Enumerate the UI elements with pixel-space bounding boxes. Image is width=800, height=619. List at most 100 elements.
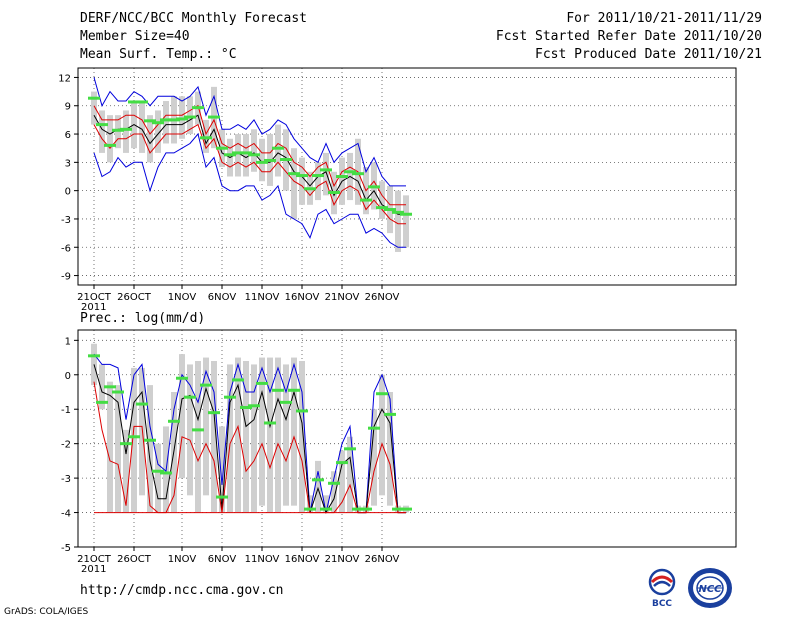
prec-ytick-label: 1 bbox=[65, 336, 71, 347]
temp-xtick-label: 11NOV bbox=[245, 292, 280, 303]
prec-ytick-label: -5 bbox=[61, 543, 71, 554]
prec-spread-box bbox=[379, 374, 385, 496]
prec-spread-box bbox=[139, 367, 145, 496]
temp-xtick-label: 21OCT bbox=[77, 292, 112, 303]
prec-spread-box bbox=[179, 354, 185, 479]
temp-observed-marker bbox=[120, 127, 132, 131]
prec-observed-marker bbox=[208, 411, 220, 415]
temp-observed-marker bbox=[336, 175, 348, 178]
temp-ytick-label: 9 bbox=[65, 102, 71, 113]
temp-observed-marker bbox=[224, 153, 236, 157]
prec-observed-marker bbox=[96, 400, 108, 404]
temp-observed-marker bbox=[208, 115, 220, 119]
prec-observed-marker bbox=[128, 435, 140, 439]
temp-spread-box bbox=[379, 181, 385, 219]
temp-observed-marker bbox=[312, 174, 324, 178]
temp-spread-box bbox=[259, 138, 265, 182]
temp-spread-box bbox=[139, 101, 145, 153]
temp-xtick-label: 26OCT bbox=[117, 292, 152, 303]
prec-observed-marker bbox=[104, 385, 116, 389]
prec-observed-marker bbox=[384, 412, 396, 416]
temp-ytick-label: -9 bbox=[61, 272, 71, 283]
temp-spread-box bbox=[147, 115, 153, 163]
prec-spread-box bbox=[299, 361, 305, 513]
prec-spread-box bbox=[283, 364, 289, 506]
temp-observed-marker bbox=[320, 168, 332, 172]
prec-observed-marker bbox=[312, 478, 324, 482]
ncc-logo: NCC bbox=[688, 568, 732, 608]
prec-spread-box bbox=[251, 364, 257, 513]
temp-xtick-label: 26NOV bbox=[365, 292, 400, 303]
prec-observed-marker bbox=[360, 507, 372, 511]
source-url[interactable]: http://cmdp.ncc.cma.gov.cn bbox=[80, 583, 284, 598]
prec-observed-marker bbox=[224, 395, 236, 399]
prec-observed-marker bbox=[376, 392, 388, 396]
bcc-logo: BCC bbox=[648, 568, 676, 608]
temp-spread-box bbox=[235, 134, 241, 177]
temp-observed-marker bbox=[176, 117, 188, 121]
temp-observed-marker bbox=[384, 208, 396, 212]
prec-spread-box bbox=[387, 392, 393, 506]
prec-observed-marker bbox=[368, 426, 380, 430]
prec-spread-box bbox=[307, 495, 313, 513]
prec-observed-marker bbox=[320, 507, 332, 511]
prec-spread-box bbox=[155, 443, 161, 513]
temp-observed-marker bbox=[96, 123, 108, 127]
prec-observed-marker bbox=[336, 461, 348, 465]
temp-spread-box bbox=[315, 162, 321, 201]
prec-spread-box bbox=[99, 364, 105, 410]
chart-title: DERF/NCC/BCC Monthly Forecast bbox=[80, 11, 307, 26]
temp-spread-box bbox=[299, 157, 305, 205]
prec-spread-box bbox=[291, 357, 297, 506]
temp-observed-marker bbox=[216, 146, 228, 150]
prec-ytick-label: -2 bbox=[61, 440, 71, 451]
prec-series-lower bbox=[93, 381, 406, 514]
prec-spread-box bbox=[107, 381, 113, 513]
temp-spread-box bbox=[275, 124, 281, 177]
prec-ytick-label: -3 bbox=[61, 474, 71, 485]
member-size: Member Size=40 bbox=[80, 29, 190, 44]
temp-spread-box bbox=[291, 148, 297, 219]
temp-observed-marker bbox=[104, 143, 116, 147]
temp-spread-box bbox=[91, 91, 97, 125]
prec-spread-box bbox=[187, 364, 193, 496]
prec-observed-marker bbox=[280, 400, 292, 404]
prec-observed-marker bbox=[392, 507, 404, 511]
prec-ytick-label: 0 bbox=[65, 371, 71, 382]
prec-plot-frame bbox=[77, 329, 737, 548]
temp-observed-marker bbox=[360, 198, 372, 202]
prec-xtick-label: 26OCT bbox=[117, 554, 152, 565]
temp-observed-marker bbox=[232, 151, 244, 155]
prec-series-max bbox=[93, 353, 406, 514]
prec-observed-marker bbox=[216, 495, 228, 499]
prec-spread-box bbox=[203, 357, 209, 496]
temp-observed-marker bbox=[192, 106, 204, 110]
prec-observed-marker bbox=[200, 383, 212, 387]
temp-spread-box bbox=[323, 152, 329, 196]
temp-ytick-label: 12 bbox=[58, 73, 71, 84]
temp-observed-marker bbox=[184, 115, 196, 119]
temp-observed-marker bbox=[272, 146, 284, 150]
prec-xtick-label: 16NOV bbox=[285, 554, 320, 565]
temp-spread-box bbox=[163, 101, 169, 144]
temp-ytick-label: 0 bbox=[65, 187, 71, 198]
prec-spread-box bbox=[123, 429, 129, 513]
prec-spread-box bbox=[147, 385, 153, 513]
prec-observed-marker bbox=[176, 376, 188, 380]
prec-label: Prec.: log(mm/d) bbox=[80, 311, 206, 326]
prec-xtick-label: 1NOV bbox=[168, 554, 197, 565]
temp-observed-marker bbox=[128, 100, 140, 104]
prec-year-label: 2011 bbox=[81, 564, 106, 575]
prec-observed-marker bbox=[288, 388, 300, 392]
temp-spread-box bbox=[243, 134, 249, 177]
temp-spread-box bbox=[155, 110, 161, 153]
prec-observed-marker bbox=[160, 471, 172, 475]
temp-year-label: 2011 bbox=[81, 302, 106, 313]
temp-spread-box bbox=[187, 96, 193, 135]
variable-label: Mean Surf. Temp.: °C bbox=[80, 47, 237, 62]
prec-observed-marker bbox=[248, 404, 260, 408]
temp-spread-box bbox=[99, 110, 105, 153]
temp-observed-marker bbox=[296, 174, 308, 178]
temp-spread-box bbox=[395, 190, 401, 252]
fcst-started-date: Fcst Started Refer Date 2011/10/20 bbox=[495, 29, 762, 44]
